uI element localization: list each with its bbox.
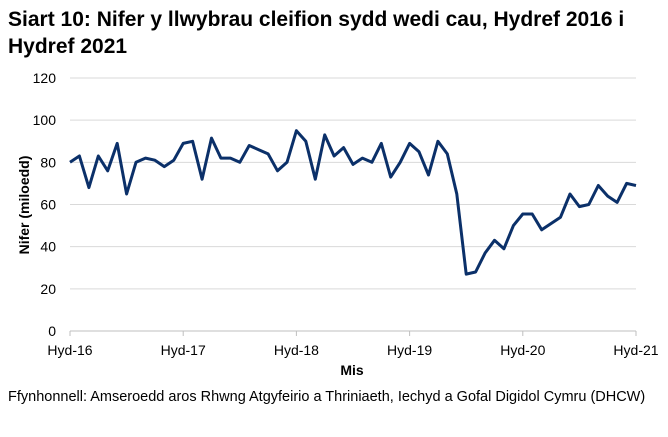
x-tick-label: Hyd-18 <box>274 342 319 358</box>
y-tick-label: 20 <box>40 281 56 297</box>
y-tick-label: 60 <box>40 197 56 213</box>
y-tick-label: 40 <box>40 239 56 255</box>
x-axis-label: Mis <box>340 362 364 378</box>
x-tick-label: Hyd-16 <box>47 342 92 358</box>
y-tick-label: 80 <box>40 154 56 170</box>
chart-title: Siart 10: Nifer y llwybrau cleifion sydd… <box>8 8 625 58</box>
y-axis-label: Nifer (miloedd) <box>16 156 32 255</box>
x-tick-label: Hyd-17 <box>161 342 206 358</box>
x-tick-label: Hyd-20 <box>500 342 545 358</box>
y-tick-label: 100 <box>33 112 57 128</box>
source-note: Ffynhonnell: Amseroedd aros Rhwng Atgyfe… <box>8 389 646 405</box>
series-line <box>69 129 637 276</box>
y-tick-label: 0 <box>48 323 56 339</box>
x-tick-label: Hyd-21 <box>613 342 658 358</box>
x-tick-label: Hyd-19 <box>387 342 432 358</box>
data-points <box>70 131 636 275</box>
y-tick-label: 120 <box>33 70 57 86</box>
